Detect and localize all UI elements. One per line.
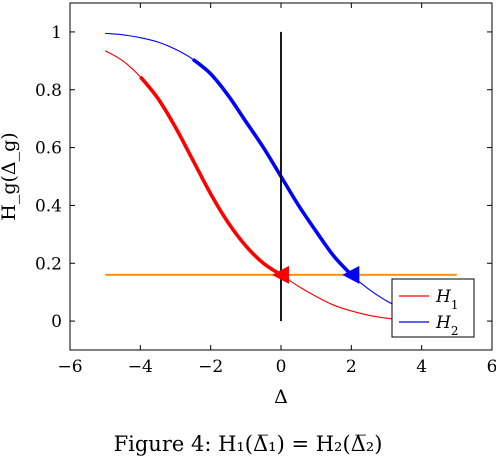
legend-label-h2: H2 (435, 313, 458, 338)
y-tick-label: 0.4 (35, 196, 62, 216)
x-tick-label: 2 (346, 357, 357, 377)
y-tick-label: 0.8 (35, 81, 62, 101)
x-tick-label: 0 (276, 357, 287, 377)
x-tick-label: 6 (487, 357, 496, 377)
x-tick-label: −6 (57, 357, 82, 377)
legend-label-h1: H1 (435, 287, 458, 312)
legend-box (391, 278, 475, 338)
x-tick-label: −2 (198, 357, 223, 377)
x-axis-label: Δ (274, 386, 288, 408)
x-tick-label: −4 (128, 357, 153, 377)
x-tick-label: 4 (416, 357, 427, 377)
y-tick-label: 0.6 (35, 139, 62, 159)
y-axis-label-text: H_g(Δ_g) (0, 132, 20, 220)
y-tick-label: 0.2 (35, 254, 62, 274)
plot-area (104, 31, 457, 322)
y-tick-label: 0 (51, 312, 62, 332)
series-highlight-1 (191, 57, 353, 277)
y-tick-label: 1 (51, 23, 62, 43)
marker-triangle-1 (342, 265, 360, 284)
figure-caption: Figure 4: H₁(Δ̅₁) = H₂(Δ̅₂) (113, 432, 383, 456)
y-axis-label: H_g(Δ_g) (0, 132, 20, 220)
series-highlight-0 (138, 75, 282, 277)
axes: −6 −4 −2 0 2 4 6 0 0.2 0.4 0.6 0.8 1 (35, 2, 496, 377)
marker-triangle-0 (272, 265, 289, 284)
